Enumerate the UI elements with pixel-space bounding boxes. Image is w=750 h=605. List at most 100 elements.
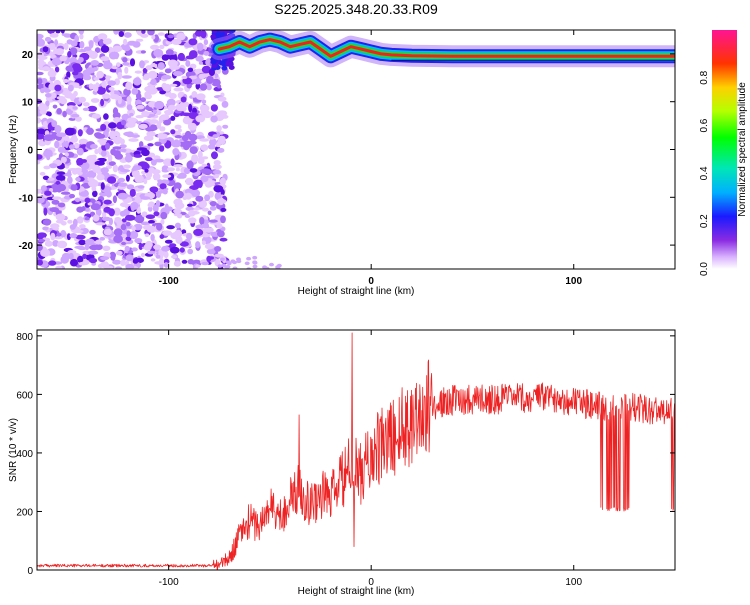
chart-title: S225.2025.348.20.33.R09	[274, 1, 438, 17]
noise-blob	[70, 184, 78, 191]
noise-blob	[131, 88, 139, 95]
noise-blob	[99, 39, 104, 47]
noise-blob	[67, 84, 74, 92]
noise-blob	[208, 219, 218, 223]
noise-blob	[86, 127, 94, 135]
noise-blob	[95, 239, 102, 245]
noise-blob	[70, 136, 78, 143]
noise-blob	[140, 50, 146, 54]
noise-blob	[40, 88, 45, 94]
noise-blob	[38, 103, 47, 111]
y-tick-label: 10	[22, 98, 34, 109]
noise-blob	[74, 229, 84, 233]
noise-blob	[64, 152, 70, 157]
noise-blob	[199, 217, 205, 225]
y-tick-label: 200	[16, 507, 33, 518]
noise-blob	[147, 126, 152, 132]
noise-blob	[97, 263, 104, 269]
noise-blob	[64, 127, 75, 136]
y-axis-label: SNR (10 * v/v)	[8, 418, 19, 482]
noise-blob	[175, 103, 185, 112]
x-tick-label: 0	[368, 577, 374, 588]
noise-blob	[130, 201, 139, 210]
noise-blob	[76, 157, 84, 166]
noise-blob	[48, 43, 56, 50]
noise-blob	[125, 81, 133, 91]
noise-blob	[64, 140, 69, 149]
noise-blob	[45, 100, 50, 107]
noise-blob	[177, 52, 185, 61]
noise-blob	[90, 203, 101, 211]
noise-blob	[114, 153, 124, 160]
noise-blob	[37, 128, 46, 135]
noise-blob	[66, 71, 71, 79]
noise-blob	[179, 247, 185, 253]
noise-blob	[128, 138, 139, 142]
noise-blob	[79, 224, 86, 229]
noise-blob	[122, 62, 130, 66]
noise-blob	[56, 232, 62, 237]
noise-blob	[100, 256, 110, 261]
noise-blob	[59, 55, 67, 62]
noise-blob	[92, 214, 100, 222]
noise-blob	[150, 258, 156, 262]
noise-blob	[95, 222, 107, 226]
noise-blob	[222, 124, 229, 129]
noise-blob	[126, 104, 133, 111]
noise-blob	[52, 196, 62, 200]
noise-blob	[84, 216, 90, 221]
noise-blob	[60, 156, 67, 163]
noise-blob	[48, 83, 57, 91]
noise-blob	[196, 42, 204, 51]
noise-blob	[144, 233, 150, 237]
noise-blob	[185, 60, 191, 67]
noise-blob	[78, 239, 86, 246]
noise-blob	[173, 208, 182, 214]
noise-blob	[79, 191, 89, 197]
y-tick-label: 800	[16, 332, 33, 343]
noise-blob	[206, 84, 212, 91]
noise-blob	[164, 110, 172, 116]
noise-blob	[189, 63, 197, 69]
noise-blob	[44, 240, 53, 247]
noise-blob	[79, 33, 84, 40]
noise-blob	[132, 258, 139, 264]
noise-blob	[137, 185, 145, 189]
noise-blob	[135, 115, 144, 119]
noise-blob	[37, 154, 43, 160]
noise-blob	[94, 160, 105, 166]
noise-blob	[54, 66, 60, 73]
noise-blob	[110, 89, 115, 98]
noise-blob	[194, 30, 204, 37]
noise-blob	[52, 227, 60, 231]
noise-blob	[143, 60, 150, 64]
noise-blob	[129, 231, 139, 239]
noise-blob	[110, 254, 116, 261]
noise-blob	[39, 171, 46, 176]
noise-blob	[43, 134, 54, 142]
noise-blob	[70, 258, 78, 267]
noise-blob	[73, 142, 80, 149]
noise-blob	[188, 38, 198, 46]
noise-blob	[105, 142, 110, 150]
noise-blob	[129, 58, 136, 67]
noise-blob	[74, 197, 81, 203]
noise-blob	[153, 211, 160, 217]
noise-blob	[196, 93, 206, 101]
noise-blob	[204, 243, 215, 250]
noise-blob	[40, 185, 47, 192]
noise-blob	[175, 235, 183, 244]
snr-panel: -100 0 100 0 200 400 600 800 Height of straight …	[8, 329, 676, 597]
noise-blob	[162, 84, 172, 92]
noise-blob	[42, 46, 49, 53]
noise-blob	[246, 256, 252, 261]
noise-blob	[173, 198, 183, 206]
noise-blob	[69, 144, 75, 150]
noise-blob	[37, 78, 43, 85]
noise-blob	[188, 122, 197, 131]
noise-blob	[144, 93, 152, 100]
noise-blob	[56, 108, 62, 115]
noise-blob	[74, 167, 82, 173]
noise-blob	[119, 210, 126, 217]
